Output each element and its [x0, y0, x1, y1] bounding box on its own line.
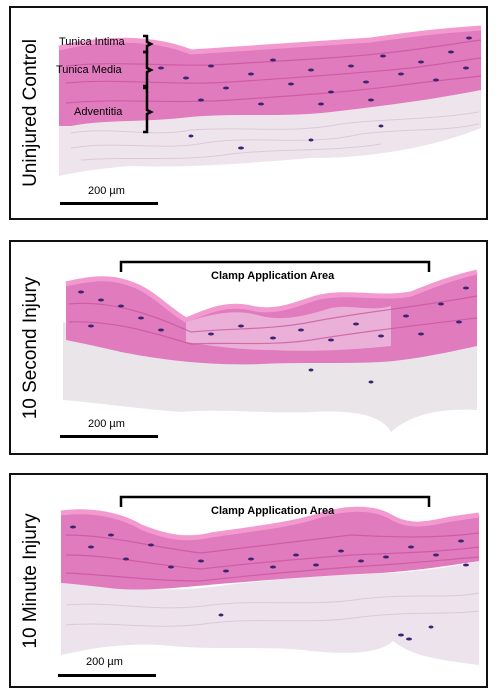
scale-bar-label: 200 µm [86, 656, 123, 668]
label-adventitia: Adventitia [74, 106, 123, 118]
scale-bar-label: 200 µm [88, 185, 125, 197]
clamp-application-label: Clamp Application Area [211, 270, 335, 282]
panel-10-second-injury: 10 Second Injury Clamp Application Area … [9, 240, 488, 455]
histology-image-10-minute [60, 506, 480, 665]
clamp-application-label: Clamp Application Area [211, 505, 335, 517]
layer-brackets [143, 34, 154, 134]
label-tunica-intima: Tunica Intima [59, 36, 125, 48]
scale-bar [60, 202, 158, 205]
scale-bar [58, 674, 156, 677]
panel-10-minute-injury: 10 Minute Injury Clamp Application [9, 473, 488, 688]
histology-image-10-second [63, 269, 478, 432]
panel-uninjured-control: Uninjured Control [9, 6, 488, 220]
scale-bar-label: 200 µm [88, 418, 125, 430]
clamp-bracket [119, 495, 431, 507]
scale-bar [60, 435, 158, 438]
histology-image-uninjured [58, 25, 482, 176]
clamp-bracket [119, 260, 431, 272]
label-tunica-media: Tunica Media [56, 64, 122, 76]
